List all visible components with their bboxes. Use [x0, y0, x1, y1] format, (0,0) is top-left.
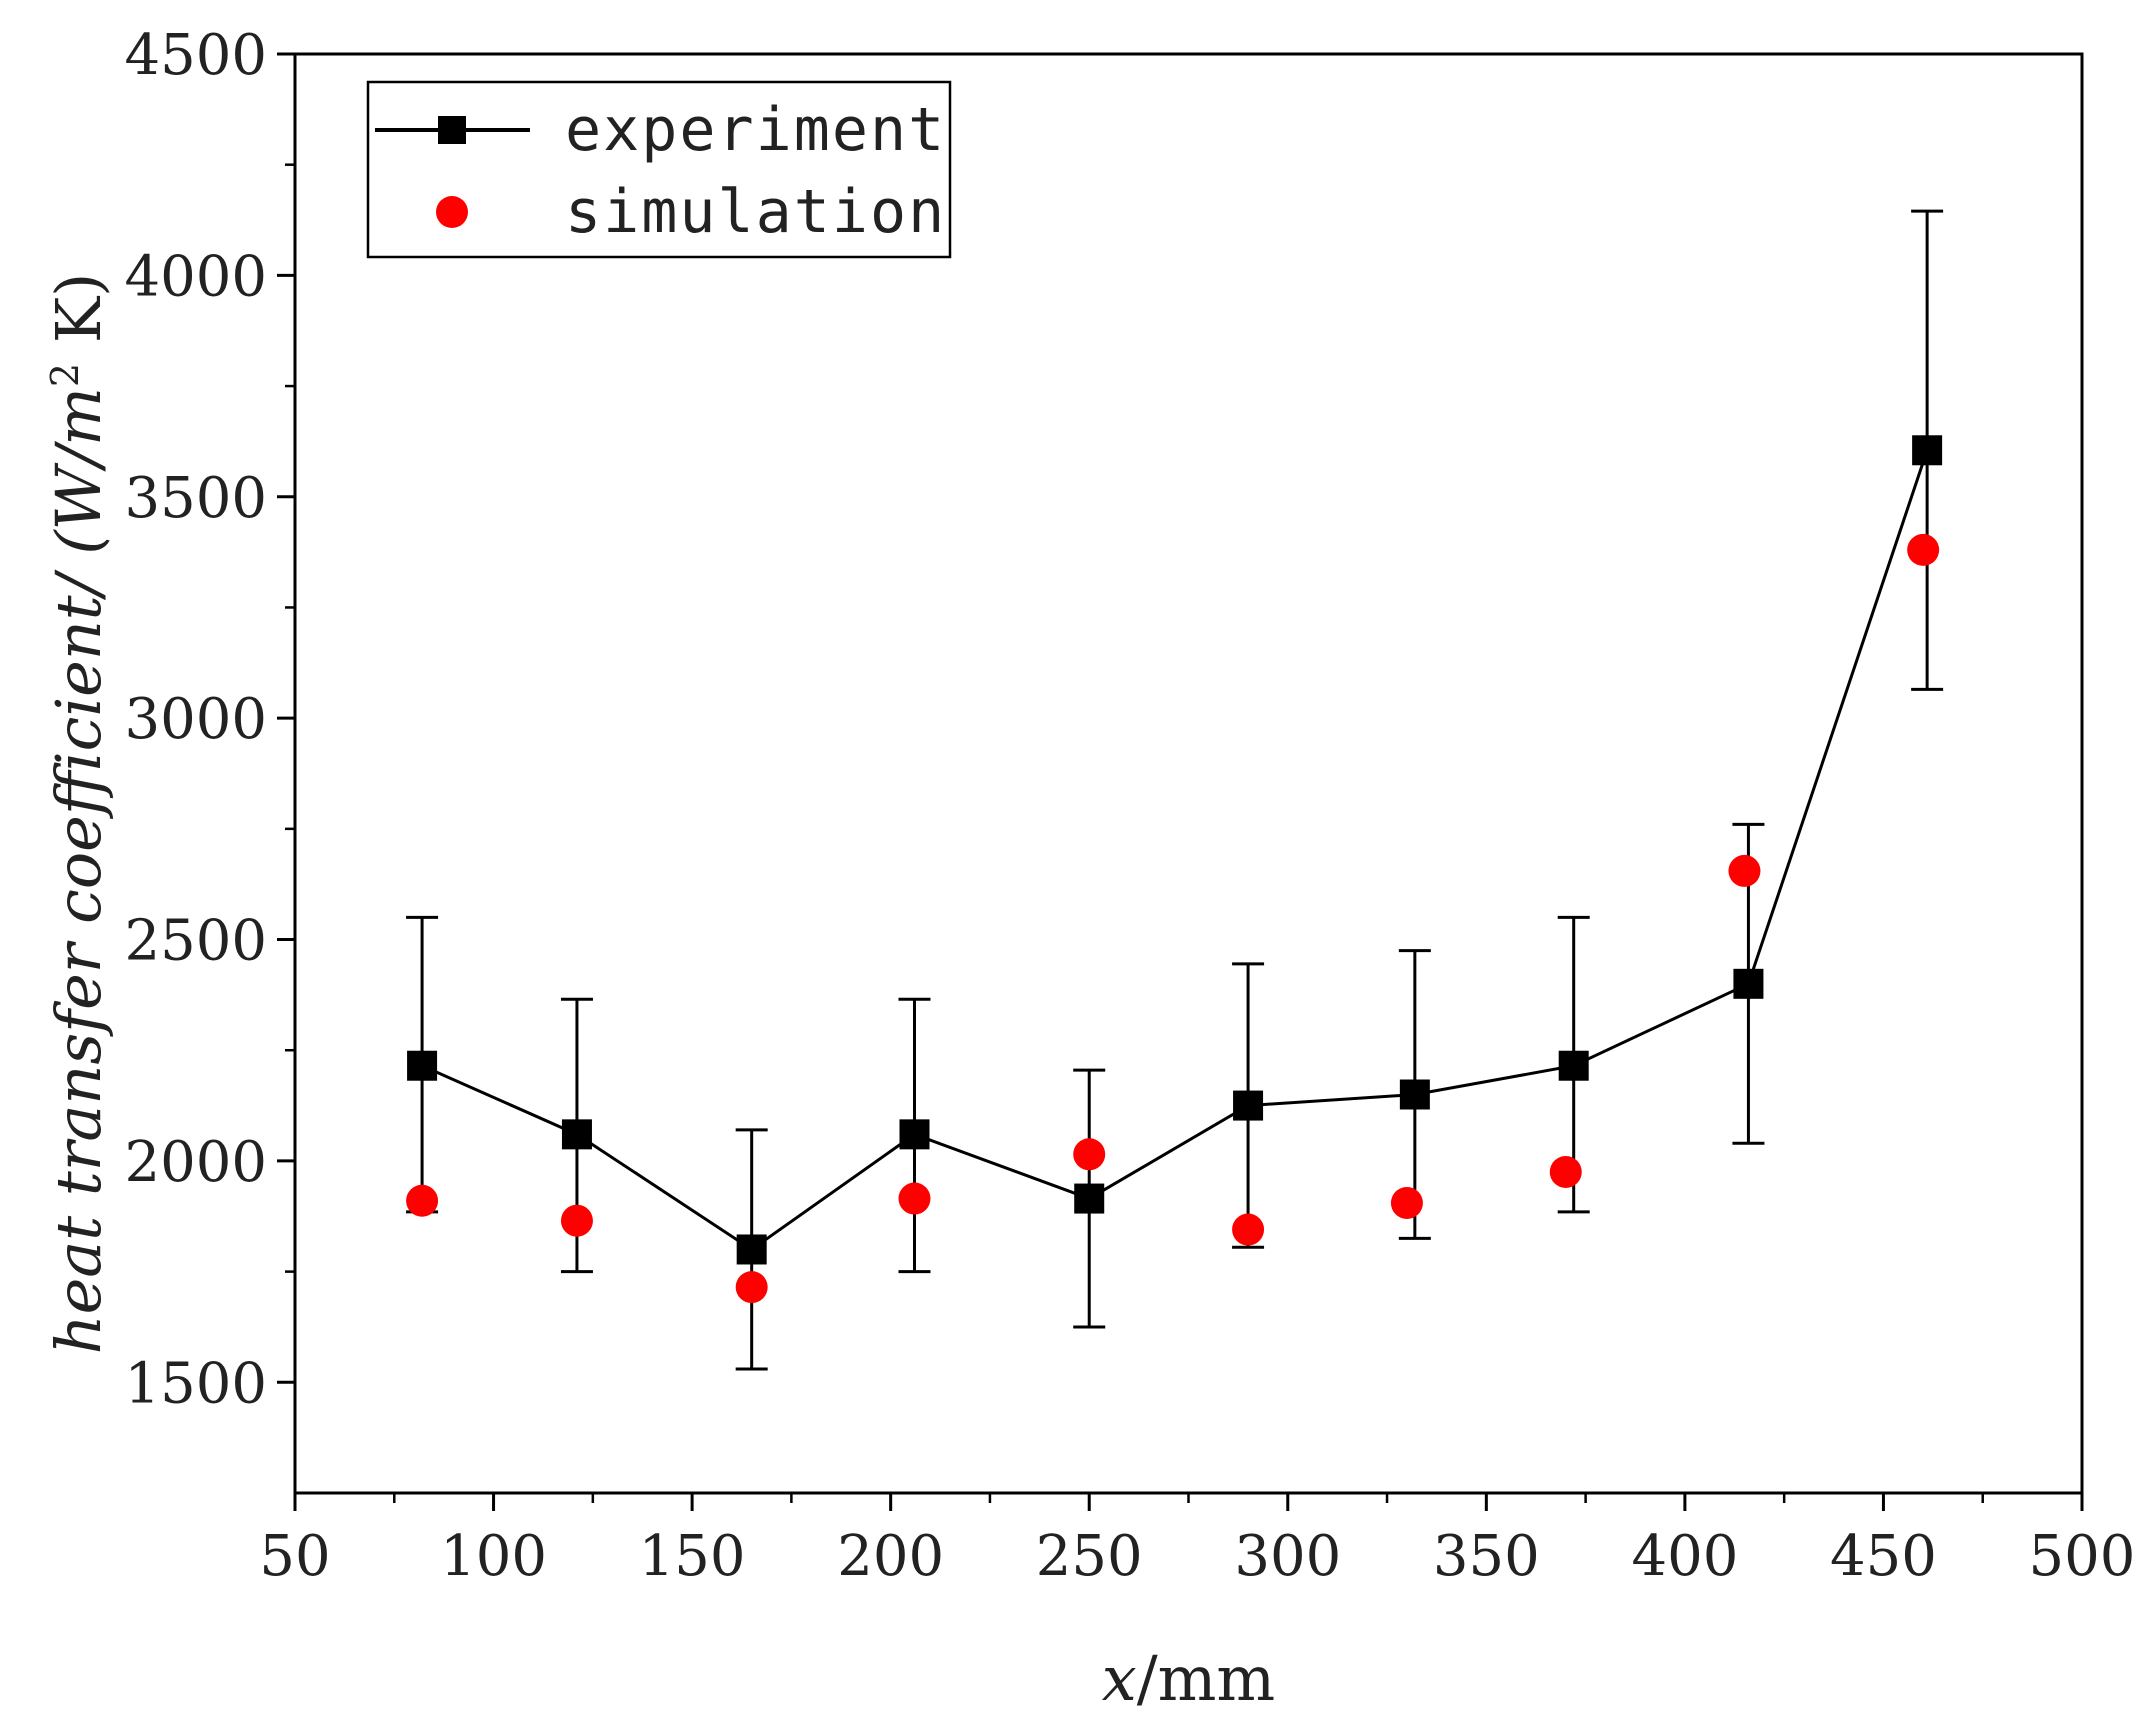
experiment-point [736, 1234, 767, 1265]
y-tick-label: 3000 [124, 687, 267, 752]
x-tick-label: 400 [1631, 1524, 1738, 1589]
experiment-point [899, 1119, 930, 1150]
experiment-line [421, 449, 1929, 1252]
experiment-point [1558, 1050, 1589, 1081]
legend-experiment-marker [438, 116, 466, 144]
experiment-point [561, 1119, 592, 1150]
y-tick-label: 2500 [124, 909, 267, 974]
x-axis-variable: x [1102, 1642, 1137, 1715]
y-axis-title-sup: 2 [43, 363, 87, 387]
series-layer [406, 209, 1944, 1371]
x-tick-label: 100 [440, 1524, 547, 1589]
axis-ticks [277, 52, 2084, 1511]
legend-simulation-marker [436, 196, 468, 228]
y-tick-label: 3500 [124, 466, 267, 531]
simulation-point [735, 1271, 768, 1304]
x-tick-label: 500 [2029, 1524, 2136, 1589]
simulation-point [560, 1204, 593, 1237]
x-tick-label: 200 [837, 1524, 944, 1589]
simulation-point [1390, 1186, 1423, 1219]
axis-tick-labels: 50 100 150 200 250 300 350 400 450 500 1500 2000 250… [124, 23, 2135, 1589]
simulation-point [1232, 1213, 1265, 1246]
x-tick-label: 150 [639, 1524, 746, 1589]
experiment-point [1074, 1183, 1105, 1214]
y-tick-label: 4000 [124, 244, 267, 309]
experiment-point [1399, 1079, 1430, 1110]
x-tick-label: 350 [1433, 1524, 1540, 1589]
legend-box [366, 80, 952, 259]
simulation-point [1073, 1138, 1106, 1171]
simulation-point [1549, 1155, 1582, 1188]
x-tick-label: 300 [1234, 1524, 1341, 1589]
y-tick-label: 1500 [124, 1351, 267, 1416]
legend-simulation-label: simulation [565, 177, 946, 247]
simulation-point [406, 1184, 439, 1217]
y-tick-label: 2000 [124, 1130, 267, 1195]
x-tick-label: 50 [259, 1524, 330, 1589]
legend: experiment simulation [366, 80, 952, 259]
experiment-point [407, 1050, 438, 1081]
y-axis-title-main: heat transfer coefficient/ (W/m [42, 387, 115, 1354]
y-axis-title: heat transfer coefficient/ (W/m2 K) [42, 273, 115, 1355]
simulation-point [1907, 533, 1940, 566]
x-tick-label: 250 [1036, 1524, 1143, 1589]
x-tick-label: 450 [1830, 1524, 1937, 1589]
y-axis-title-tail: K) [42, 273, 115, 363]
x-axis-unit: /mm [1137, 1642, 1275, 1715]
x-axis-title: x/mm [1102, 1642, 1275, 1715]
y-tick-label: 4500 [124, 23, 267, 88]
simulation-point [1728, 854, 1761, 887]
simulation-point [898, 1182, 931, 1215]
experiment-point [1912, 435, 1943, 466]
experiment-point [1233, 1090, 1264, 1121]
experiment-point [1733, 968, 1764, 999]
legend-experiment-label: experiment [565, 95, 946, 165]
